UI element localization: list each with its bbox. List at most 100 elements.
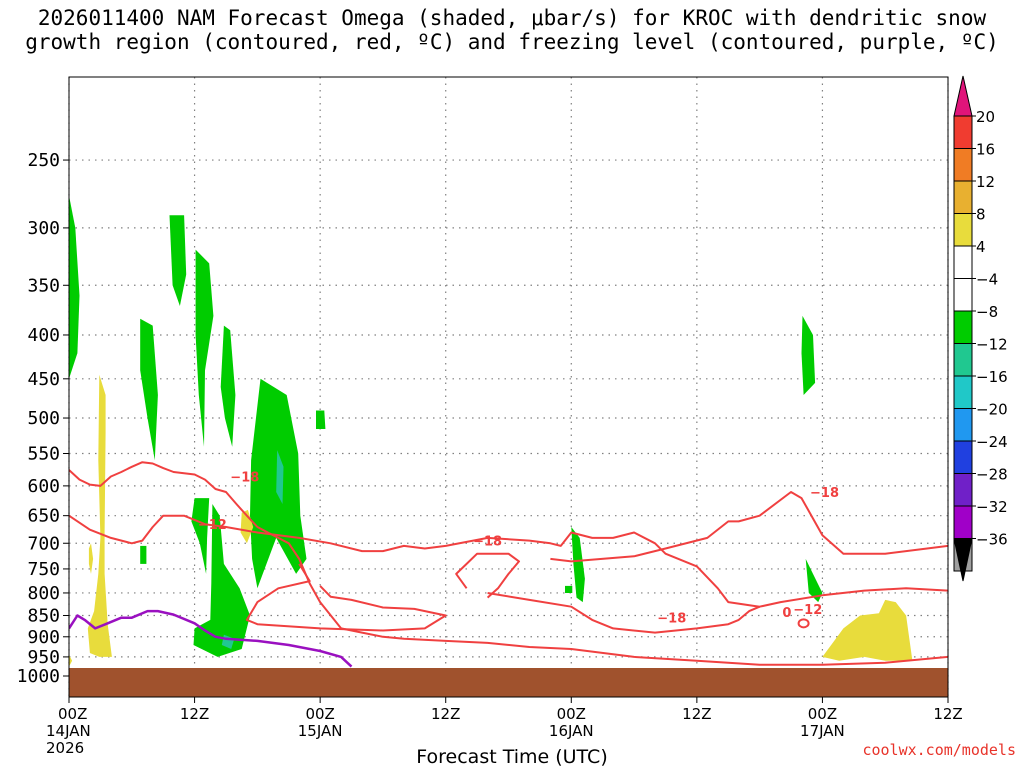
colorbar-label: −36	[976, 531, 1008, 549]
contour-label: −18	[473, 535, 502, 550]
dgz-contour-minus12	[69, 514, 948, 608]
y-tick-label: 600	[27, 476, 60, 497]
omega-region	[565, 585, 573, 593]
y-tick-label: 950	[27, 647, 60, 668]
credit-link[interactable]: coolwx.com/models	[862, 741, 1016, 759]
x-tick-label: 16JAN	[549, 722, 594, 740]
freezing-level-contour	[69, 609, 353, 668]
contour-label: −18	[657, 612, 686, 627]
chart-title-line-2: growth region (contoured, red, ºC) and f…	[25, 30, 999, 54]
x-tick-label: 12Z	[431, 705, 460, 723]
colorbar-label: 20	[976, 108, 995, 126]
dgz-contour-minus12	[455, 552, 520, 599]
colorbar-band	[953, 343, 973, 377]
colorbar-label: −8	[976, 303, 998, 321]
colorbar-band	[953, 440, 973, 474]
x-tick-label: 00Z	[58, 705, 87, 723]
dgz-contour-loop	[797, 618, 810, 629]
x-tick-label: 2026	[46, 739, 84, 757]
x-tick-label: 00Z	[808, 705, 837, 723]
omega-region	[87, 374, 112, 657]
colorbar-label: 16	[976, 141, 995, 159]
colorbar-band	[953, 408, 973, 442]
x-tick-label: 12Z	[180, 705, 209, 723]
colorbar-label: −24	[976, 433, 1008, 451]
x-tick-label: 00Z	[557, 705, 586, 723]
x-tick-label: 15JAN	[298, 722, 343, 740]
x-tick-label: 00Z	[305, 705, 334, 723]
colorbar-label: −32	[976, 498, 1008, 516]
omega-region	[276, 450, 284, 504]
chart-title: 2026011400 NAM Forecast Omega (shaded, μ…	[0, 6, 1024, 54]
y-tick-label: 800	[27, 583, 60, 604]
colorbar-band	[953, 505, 973, 539]
omega-region	[191, 498, 210, 574]
omega-region	[220, 325, 236, 447]
colorbar-band	[953, 148, 973, 182]
colorbar: 20 16 12 8 4 −4 −8 −12 −16 −20 −24 −28 −32 −36	[953, 75, 1008, 582]
y-tick-label: 1000	[17, 666, 60, 687]
ground-surface	[69, 668, 948, 697]
y-tick-label: 850	[27, 606, 60, 627]
colorbar-band	[953, 180, 973, 214]
omega-shading	[69, 195, 913, 667]
contour-label: −18	[810, 486, 839, 501]
y-tick-label: 700	[27, 533, 60, 554]
colorbar-label: −16	[976, 368, 1008, 386]
colorbar-band	[953, 310, 973, 344]
x-tick-label: 14JAN	[46, 722, 91, 740]
omega-region	[140, 545, 147, 564]
y-tick-label: 900	[27, 627, 60, 648]
contour-label: 0	[782, 606, 791, 621]
x-tick-label: 17JAN	[800, 722, 845, 740]
omega-region	[805, 558, 823, 603]
x-tick-label: 12Z	[682, 705, 711, 723]
dgz-contour-minus18	[245, 563, 447, 632]
colorbar-label: −4	[976, 271, 998, 289]
colorbar-band	[953, 115, 973, 149]
colorbar-label: −28	[976, 466, 1008, 484]
omega-region	[169, 215, 187, 306]
y-tick-label: 400	[27, 325, 60, 346]
colorbar-band	[953, 473, 973, 507]
colorbar-label: 8	[976, 206, 986, 224]
colorbar-band	[953, 245, 973, 279]
colorbar-label: 12	[976, 173, 995, 191]
colorbar-label: −20	[976, 401, 1008, 419]
colorbar-band	[953, 278, 973, 312]
contour-label: −18	[230, 470, 259, 485]
dgz-contour-minus18	[550, 491, 948, 563]
omega-region	[316, 410, 326, 429]
y-tick-label: 250	[27, 150, 60, 171]
x-axis-title: Forecast Time (UTC)	[416, 746, 608, 768]
omega-region	[140, 318, 158, 461]
colorbar-band	[953, 375, 973, 409]
dgz-contour-minus18	[69, 461, 948, 666]
y-tick-label: 500	[27, 408, 60, 429]
y-axis-ticks: 2503003504004505005506006507007508008509…	[17, 150, 69, 687]
omega-region	[193, 504, 250, 657]
contour-label: −12	[793, 603, 822, 618]
colorbar-label: 4	[976, 238, 986, 256]
chart-title-line-1: 2026011400 NAM Forecast Omega (shaded, μ…	[37, 6, 987, 30]
y-tick-label: 750	[27, 559, 60, 580]
colorbar-max-arrow	[953, 75, 973, 117]
omega-region	[571, 527, 585, 603]
contour-lines	[69, 461, 948, 668]
y-tick-label: 550	[27, 443, 60, 464]
y-tick-label: 300	[27, 218, 60, 239]
colorbar-label: −12	[976, 336, 1008, 354]
omega-region	[195, 249, 214, 447]
contour-labels: −18−12−18−18 0 −12−18	[198, 470, 839, 626]
colorbar-band	[953, 213, 973, 247]
plot-frame	[68, 76, 949, 698]
omega-region	[88, 543, 94, 574]
omega-region	[822, 599, 913, 661]
surface-band	[69, 668, 948, 697]
dgz-contour-minus12	[487, 592, 760, 634]
omega-region	[801, 315, 816, 395]
y-tick-label: 650	[27, 506, 60, 527]
x-tick-label: 12Z	[933, 705, 962, 723]
contour-label: −12	[198, 518, 227, 533]
